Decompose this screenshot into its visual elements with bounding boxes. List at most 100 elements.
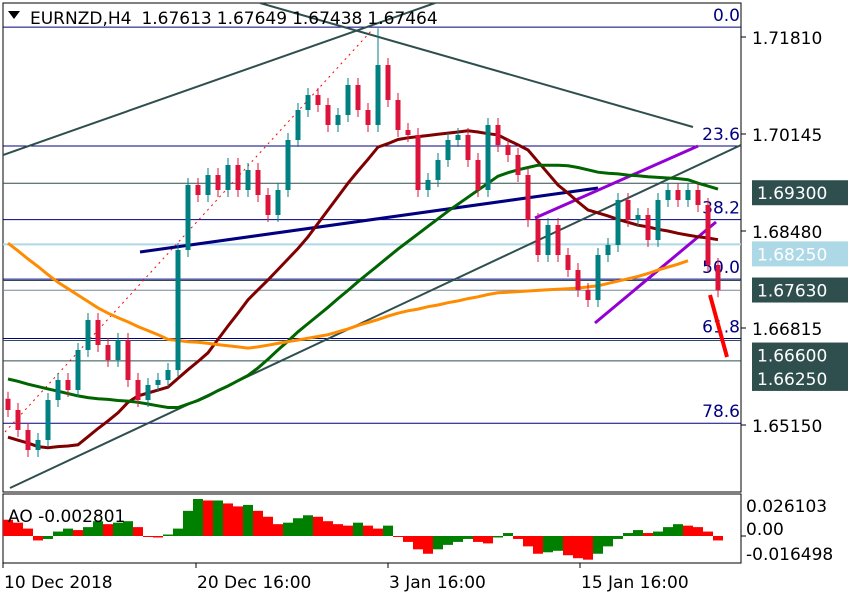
ao-bar xyxy=(573,536,583,559)
ao-bar xyxy=(593,536,603,554)
level-label-text: 1.66600 xyxy=(757,347,827,367)
ao-bar xyxy=(673,524,683,536)
ao-bar xyxy=(173,528,183,536)
candle xyxy=(275,182,281,222)
ao-bar xyxy=(583,536,593,560)
level-label-box xyxy=(752,180,848,206)
candle xyxy=(645,207,651,247)
candle xyxy=(65,372,71,397)
ao-bar xyxy=(3,519,13,536)
candle-body xyxy=(555,225,561,256)
candle-body xyxy=(505,145,511,155)
candle-body xyxy=(545,225,551,256)
candle xyxy=(415,128,421,197)
ao-bar xyxy=(373,528,383,536)
ao-bar xyxy=(23,528,33,536)
candle-body xyxy=(615,200,621,245)
price-tick-label: 1.68480 xyxy=(752,223,822,243)
ao-bar xyxy=(233,506,243,536)
time-tick-label: 20 Dec 16:00 xyxy=(197,573,311,593)
ao-bar xyxy=(453,536,463,542)
ao-bar xyxy=(33,536,43,541)
candle xyxy=(85,312,91,357)
ao-bar xyxy=(703,531,713,536)
ao-bar xyxy=(93,521,103,536)
upper-trendline[interactable] xyxy=(3,3,436,156)
candle-body xyxy=(85,319,91,350)
candle xyxy=(665,182,671,208)
candle-body xyxy=(525,175,531,220)
candle xyxy=(325,97,331,132)
fib-level-label: 61.8 xyxy=(702,318,740,338)
drawn-projection-line[interactable] xyxy=(708,294,729,358)
level-label-box xyxy=(752,241,848,267)
channel-upper-line[interactable] xyxy=(534,144,699,220)
candle-body xyxy=(465,134,471,160)
candle xyxy=(575,262,581,297)
candle-body xyxy=(635,214,641,220)
ao-bar xyxy=(433,536,443,550)
dropdown-triangle-icon[interactable] xyxy=(8,11,20,19)
candle-body xyxy=(405,129,411,135)
main-chart-frame[interactable] xyxy=(2,2,742,493)
projection-line[interactable] xyxy=(708,294,729,358)
ao-bar xyxy=(613,536,623,539)
trendlines[interactable] xyxy=(3,3,741,489)
level-label-box xyxy=(752,342,848,368)
candle xyxy=(75,342,81,397)
ao-bar xyxy=(163,534,173,536)
candle-body xyxy=(565,255,571,270)
ao-bar xyxy=(113,522,123,536)
candle-body xyxy=(225,164,231,190)
level-label-box xyxy=(752,277,848,303)
candle xyxy=(155,372,161,392)
candle xyxy=(505,138,511,162)
ao-bar xyxy=(213,500,223,536)
level-label-box xyxy=(752,365,848,391)
candle-body xyxy=(25,429,31,451)
level-label-text: 1.67630 xyxy=(757,282,827,302)
candle xyxy=(565,248,571,277)
ao-indicator-label: AO -0.002801 xyxy=(8,507,125,527)
ao-bar xyxy=(193,499,203,536)
fib-level-label: 38.2 xyxy=(702,199,740,219)
ao-bar xyxy=(653,531,663,536)
candle-body xyxy=(155,379,161,385)
candle xyxy=(365,103,371,132)
candle xyxy=(35,432,41,457)
candle xyxy=(615,193,621,252)
candle xyxy=(715,257,721,298)
header-close: 1.67464 xyxy=(367,9,437,29)
candle-body xyxy=(605,244,611,256)
ao-bar xyxy=(423,536,433,554)
candle xyxy=(625,193,631,227)
candle-body xyxy=(495,124,501,146)
ao-bar xyxy=(533,536,543,554)
candle xyxy=(455,128,461,147)
ao-bar xyxy=(523,536,533,547)
channel-lower-line[interactable] xyxy=(594,220,717,325)
descending-trendline[interactable] xyxy=(259,3,694,128)
symbol-label: EURNZD,H4 xyxy=(30,9,131,29)
ao-bar xyxy=(343,525,353,536)
ao-axis-min: -0.016498 xyxy=(746,545,833,565)
candle-body xyxy=(305,95,311,110)
candle xyxy=(105,338,111,367)
candle-body xyxy=(365,109,371,125)
fib-dotted-line[interactable] xyxy=(4,29,373,433)
support-trendline[interactable] xyxy=(139,186,599,254)
candle-body xyxy=(415,134,421,190)
candle xyxy=(265,188,271,222)
candle-body xyxy=(105,345,111,360)
ao-bar xyxy=(203,500,213,536)
candle xyxy=(245,163,251,197)
moving-averages xyxy=(7,129,719,450)
candle xyxy=(235,158,241,197)
candle-body xyxy=(115,340,121,360)
ao-bar xyxy=(353,522,363,536)
ao-axis-max: 0.026103 xyxy=(746,497,827,517)
candle-body xyxy=(215,175,221,190)
candle-body xyxy=(355,85,361,110)
candle-body xyxy=(325,104,331,125)
